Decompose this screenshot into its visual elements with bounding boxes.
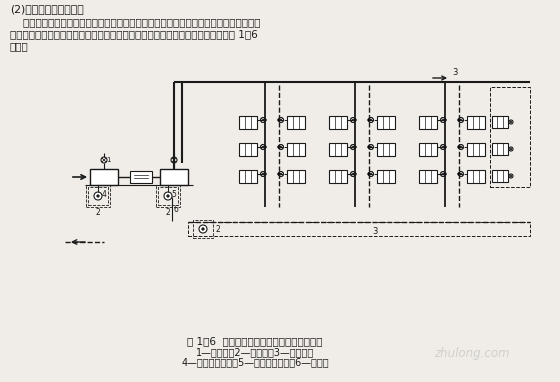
- Circle shape: [167, 195, 169, 197]
- Bar: [377, 115, 395, 128]
- Text: (2)高压蒸汽采暖系统。: (2)高压蒸汽采暖系统。: [10, 4, 84, 14]
- Circle shape: [444, 146, 446, 149]
- Circle shape: [509, 147, 513, 151]
- Text: 6: 6: [174, 204, 179, 214]
- Text: 2: 2: [96, 208, 100, 217]
- Circle shape: [278, 146, 281, 149]
- Bar: [492, 170, 508, 182]
- Circle shape: [171, 157, 177, 163]
- Circle shape: [367, 118, 371, 121]
- Bar: [188, 222, 530, 236]
- Circle shape: [199, 225, 207, 233]
- Circle shape: [368, 118, 374, 123]
- Circle shape: [260, 144, 265, 149]
- Bar: [287, 170, 305, 183]
- Text: 1: 1: [106, 157, 110, 163]
- Circle shape: [260, 118, 265, 123]
- Bar: [492, 116, 508, 128]
- Circle shape: [458, 173, 460, 175]
- Text: 5: 5: [171, 190, 176, 199]
- Bar: [419, 170, 437, 183]
- Text: 4: 4: [101, 190, 106, 199]
- Bar: [88, 187, 108, 205]
- Circle shape: [278, 118, 281, 121]
- Circle shape: [97, 195, 99, 197]
- Circle shape: [459, 118, 464, 123]
- Circle shape: [351, 172, 356, 176]
- Text: 3: 3: [372, 227, 377, 236]
- Bar: [329, 115, 347, 128]
- Circle shape: [264, 173, 267, 175]
- Text: 3: 3: [452, 68, 458, 77]
- Circle shape: [444, 173, 446, 175]
- Text: 1—减压阀；2—疏水器；3—伸缩器；: 1—减压阀；2—疏水器；3—伸缩器；: [196, 347, 314, 357]
- Bar: [160, 169, 188, 185]
- Text: 图 1－6  双管上分式高压蒸汽采暖系统示意图: 图 1－6 双管上分式高压蒸汽采暖系统示意图: [187, 336, 323, 346]
- Bar: [329, 142, 347, 155]
- Bar: [239, 115, 257, 128]
- Circle shape: [351, 144, 356, 149]
- Text: 高压蒸汽采暖系统比低压蒸汽采暖系统供气压力高，流速大，作用半径大，散热器表面: 高压蒸汽采暖系统比低压蒸汽采暖系统供气压力高，流速大，作用半径大，散热器表面: [10, 17, 260, 27]
- Bar: [419, 115, 437, 128]
- Circle shape: [353, 118, 357, 121]
- Bar: [287, 142, 305, 155]
- Bar: [329, 170, 347, 183]
- Circle shape: [101, 157, 107, 163]
- Circle shape: [260, 172, 265, 176]
- Bar: [490, 87, 530, 187]
- Bar: [467, 142, 485, 155]
- Circle shape: [351, 118, 356, 123]
- Bar: [419, 142, 437, 155]
- Circle shape: [264, 118, 267, 121]
- Circle shape: [459, 144, 464, 149]
- Bar: [467, 115, 485, 128]
- Circle shape: [444, 118, 446, 121]
- Circle shape: [459, 172, 464, 176]
- Text: 2: 2: [215, 225, 220, 233]
- Bar: [239, 170, 257, 183]
- Circle shape: [353, 146, 357, 149]
- Circle shape: [278, 172, 283, 176]
- Text: 所示。: 所示。: [10, 41, 29, 51]
- Circle shape: [441, 144, 446, 149]
- Bar: [377, 170, 395, 183]
- Circle shape: [368, 172, 374, 176]
- Circle shape: [368, 144, 374, 149]
- Circle shape: [264, 146, 267, 149]
- Circle shape: [202, 228, 204, 230]
- Bar: [239, 142, 257, 155]
- Circle shape: [509, 174, 513, 178]
- Polygon shape: [130, 171, 152, 183]
- Bar: [156, 185, 180, 207]
- Text: 2: 2: [166, 208, 170, 217]
- Circle shape: [509, 120, 513, 124]
- Bar: [158, 187, 178, 205]
- Bar: [377, 142, 395, 155]
- Circle shape: [164, 192, 172, 200]
- Bar: [193, 220, 213, 238]
- Circle shape: [278, 173, 281, 175]
- Circle shape: [94, 192, 102, 200]
- Bar: [467, 170, 485, 183]
- Bar: [287, 115, 305, 128]
- Circle shape: [367, 173, 371, 175]
- Bar: [492, 143, 508, 155]
- Circle shape: [278, 118, 283, 123]
- Circle shape: [353, 173, 357, 175]
- Circle shape: [367, 146, 371, 149]
- Circle shape: [441, 172, 446, 176]
- Text: 温度高，凝结水温度高。多用于工厂里的采暖。高压蒸汽采暖系统常用的形式如图 1－6: 温度高，凝结水温度高。多用于工厂里的采暖。高压蒸汽采暖系统常用的形式如图 1－6: [10, 29, 258, 39]
- Circle shape: [458, 118, 460, 121]
- Circle shape: [458, 146, 460, 149]
- Text: zhulong.com: zhulong.com: [435, 347, 510, 360]
- Circle shape: [278, 144, 283, 149]
- Circle shape: [441, 118, 446, 123]
- Text: 4—生产用分汽缸；5—采暖用分汽缸；6—放气管: 4—生产用分汽缸；5—采暖用分汽缸；6—放气管: [181, 357, 329, 367]
- Bar: [86, 185, 110, 207]
- Bar: [90, 169, 118, 185]
